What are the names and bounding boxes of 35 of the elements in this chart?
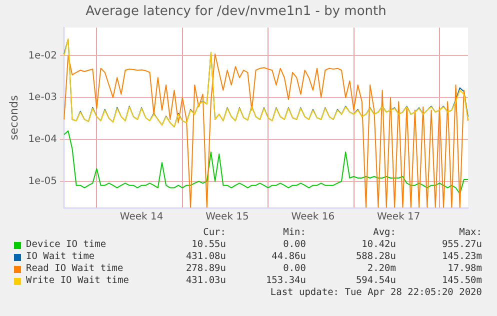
text: Max: [459,227,482,238]
x-tick-label: Week 14 [120,212,164,223]
chart-title: Average latency for /dev/nvme1n1 - by month [86,4,386,20]
text: 278.89u [186,263,226,274]
text: 2.20m [367,263,396,274]
text: 153.34u [266,275,306,286]
text: 10.42u [362,239,396,250]
y-axis-title: seconds [7,95,20,140]
text: 17.98m [448,263,482,274]
text: 594.54u [356,275,396,286]
text: Last update: Tue Apr 28 22:05:20 2020 [270,287,482,298]
y-tick-label: 1e-04 [28,134,58,146]
legend-label: IO Wait time [26,251,95,262]
text: Cur: [203,227,226,238]
text: 431.03u [186,275,226,286]
y-tick-label: 1e-03 [28,92,58,104]
y-tick-label: 1e-05 [28,176,58,187]
text: 10.55u [192,239,226,250]
legend-label: Read IO Wait time [26,263,124,274]
legend-label: Write IO Wait time [26,275,129,286]
text: Avg: [373,227,396,238]
text: 955.27u [442,239,482,250]
legend-label: Device IO time [26,239,106,250]
x-tick-label: Week 15 [206,212,249,223]
text: 0.00 [283,263,306,274]
text: 0.00 [283,239,306,250]
text: 44.86u [272,251,306,262]
text: Min: [283,227,306,238]
text: 145.50m [442,275,482,286]
text: 145.23m [442,251,482,262]
text: 588.28u [356,251,396,262]
x-tick-label: Week 16 [291,212,335,223]
x-tick-label: Week 17 [376,212,420,223]
text: 431.08u [186,251,226,262]
y-tick-label: 1e-02 [28,50,58,62]
